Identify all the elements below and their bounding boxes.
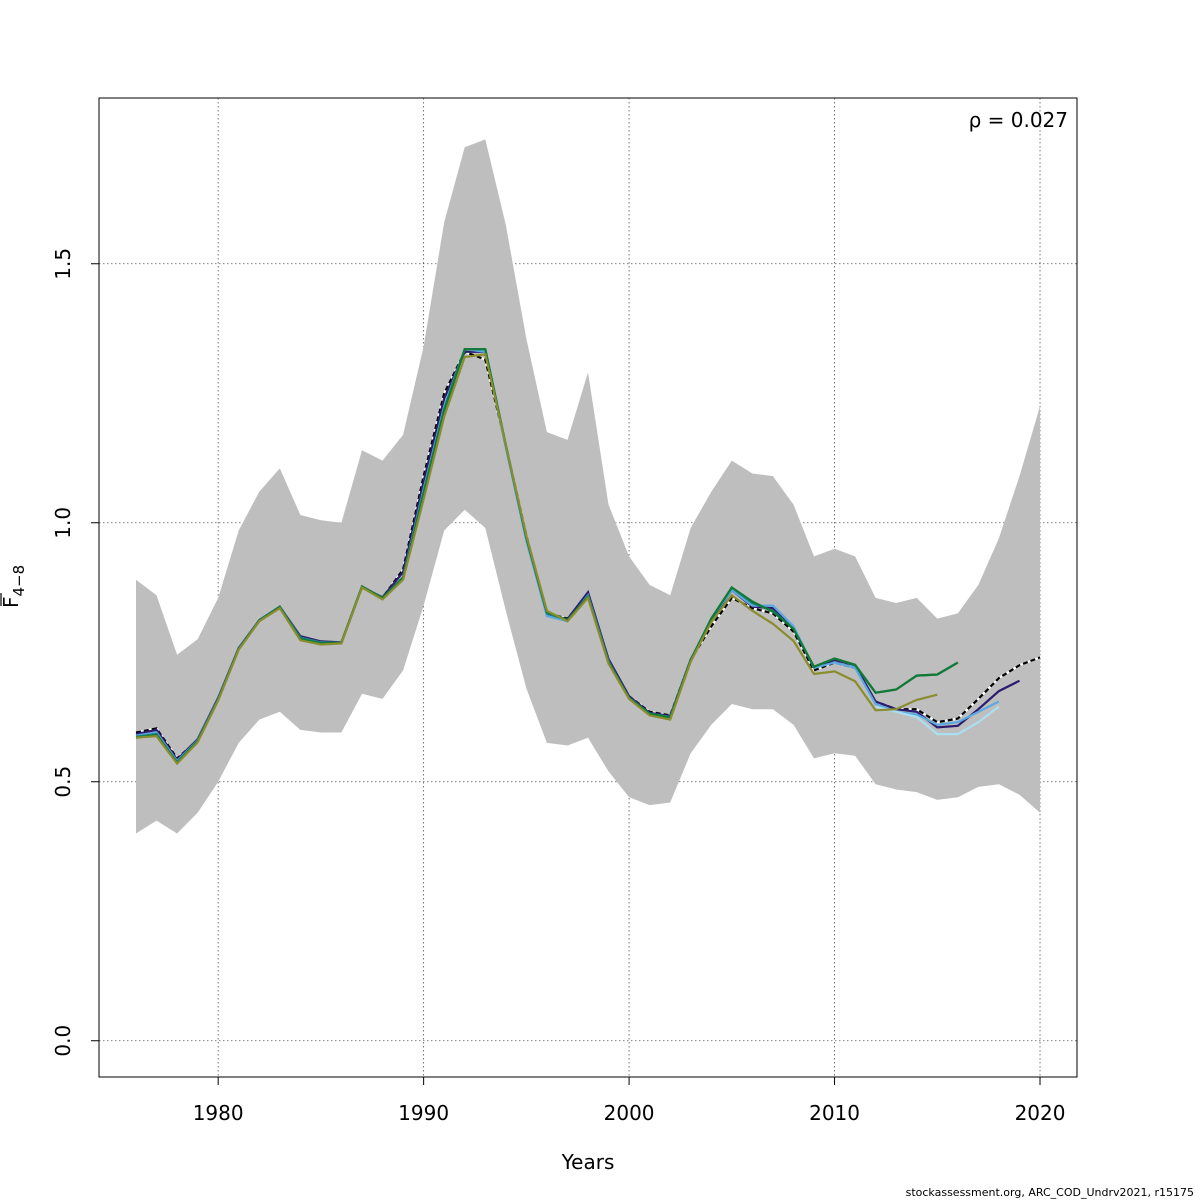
y-tick-label-0.5: 0.5 [51, 766, 75, 798]
plot-frame [98, 97, 1078, 1078]
x-axis-title: Years [561, 1150, 615, 1174]
series-line-4 [875, 705, 1000, 736]
y-axis-title-letter: F [0, 596, 23, 608]
series-lines-layer [135, 347, 1041, 766]
y-tick-label-1.5: 1.5 [51, 248, 75, 280]
series-line-7 [135, 353, 938, 766]
y-axis-title: F4−8 [0, 565, 28, 608]
x-axis: 1980 1990 2000 2010 2020 [193, 1077, 1066, 1125]
x-tick-label-1980: 1980 [193, 1101, 244, 1125]
x-tick-label-1990: 1990 [398, 1101, 449, 1125]
y-axis-title-subscript: 4−8 [10, 565, 28, 597]
y-tick-label-1.0: 1.0 [51, 507, 75, 539]
y-axis-title-base: F4−8 [0, 565, 28, 608]
confidence-band [136, 139, 1040, 834]
x-tick-label-2010: 2010 [809, 1101, 860, 1125]
confidence-band-layer [136, 139, 1040, 834]
footer-credit: stockassessment.org, ARC_COD_Undrv2021, … [905, 1186, 1194, 1199]
y-tick-label-0.0: 0.0 [51, 1025, 75, 1057]
y-axis: 0.0 0.5 1.0 1.5 [51, 248, 99, 1057]
x-tick-label-2000: 2000 [604, 1101, 655, 1125]
x-tick-label-2020: 2020 [1015, 1101, 1066, 1125]
rho-annotation: ρ = 0.027 [969, 108, 1068, 132]
